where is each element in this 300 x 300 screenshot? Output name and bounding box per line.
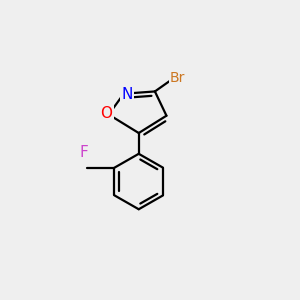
Text: Br: Br bbox=[170, 70, 185, 85]
Text: N: N bbox=[122, 87, 133, 102]
Text: O: O bbox=[100, 106, 112, 121]
Text: F: F bbox=[79, 145, 88, 160]
